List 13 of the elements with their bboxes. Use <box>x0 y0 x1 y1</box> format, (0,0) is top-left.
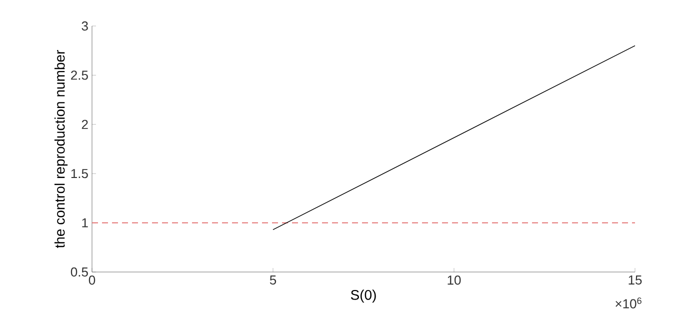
x-axis-title: S(0) <box>350 290 376 303</box>
x-tick-label: 5 <box>270 276 276 285</box>
x-tick-label: 15 <box>628 276 642 285</box>
y-tick-label: 2 <box>82 120 88 129</box>
y-axis-title: the control reproduction number <box>54 50 68 248</box>
y-tick-label: 0.5 <box>70 267 88 277</box>
text: ×10$^{6}$ <box>616 298 642 308</box>
x-tick-label: 10 <box>448 276 461 285</box>
y-tick-label: 1.5 <box>71 169 88 178</box>
y-tick-label: 3 <box>82 21 88 31</box>
y-tick-label: 2.5 <box>71 70 88 80</box>
x-tick-label: 0 <box>88 276 96 285</box>
y-tick-label: 1 <box>82 218 88 228</box>
